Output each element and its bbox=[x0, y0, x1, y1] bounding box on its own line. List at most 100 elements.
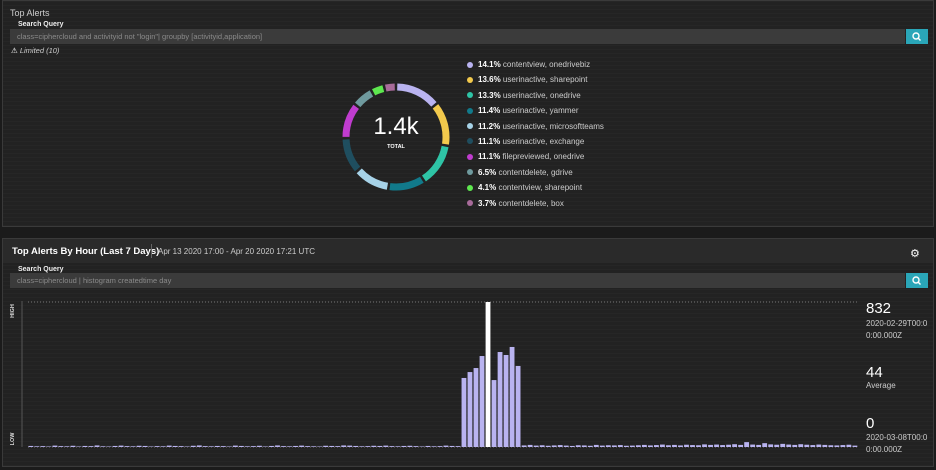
legend-swatch bbox=[467, 107, 473, 114]
bar bbox=[172, 445, 178, 447]
donut-segment bbox=[397, 83, 437, 107]
bar bbox=[635, 445, 641, 447]
bar bbox=[257, 445, 262, 447]
bar bbox=[425, 445, 431, 447]
bar bbox=[714, 444, 719, 447]
bar bbox=[768, 444, 774, 447]
bar bbox=[533, 445, 539, 447]
settings-icon[interactable]: ⚙ bbox=[910, 248, 920, 260]
low-label: LOW bbox=[10, 432, 16, 446]
bar bbox=[485, 302, 491, 447]
bar bbox=[593, 444, 599, 447]
legend-percent: 11.1% bbox=[478, 152, 501, 162]
bar bbox=[569, 445, 575, 447]
legend-label: contentdelete, box bbox=[498, 198, 564, 208]
donut-segment bbox=[372, 85, 385, 96]
bar bbox=[347, 445, 353, 447]
legend-label: filepreviewed, onedrive bbox=[502, 152, 585, 162]
bar bbox=[479, 356, 485, 447]
bar bbox=[46, 446, 52, 447]
legend-label: contentdelete, gdrive bbox=[498, 167, 573, 177]
bar bbox=[28, 445, 34, 447]
bar bbox=[443, 445, 449, 447]
legend-swatch bbox=[467, 184, 473, 191]
donut-total: 1.4k bbox=[373, 113, 419, 140]
bar bbox=[263, 446, 268, 447]
bar bbox=[473, 368, 479, 447]
bar bbox=[214, 445, 220, 447]
bar bbox=[329, 445, 335, 447]
bar bbox=[106, 446, 112, 447]
bar bbox=[413, 446, 419, 447]
bar bbox=[220, 446, 226, 447]
bar bbox=[822, 444, 828, 447]
legend-label: userinactive, onedrive bbox=[502, 90, 581, 100]
legend-label: userinactive, sharepoint bbox=[502, 75, 588, 85]
legend-label: userinactive, yammer bbox=[502, 106, 579, 116]
search-label: Search Query bbox=[18, 21, 64, 28]
search-button[interactable] bbox=[906, 29, 928, 44]
bar bbox=[521, 445, 527, 447]
bar bbox=[738, 444, 744, 447]
bar bbox=[545, 445, 551, 447]
bar bbox=[281, 446, 286, 447]
legend-percent: 3.7% bbox=[478, 198, 497, 208]
bar bbox=[732, 444, 738, 447]
bar bbox=[142, 445, 148, 447]
bar bbox=[239, 445, 244, 447]
bar bbox=[587, 445, 593, 447]
search-button[interactable] bbox=[906, 273, 928, 288]
legend-item: 11.2% userinactive, microsoftteams bbox=[467, 119, 604, 134]
bar bbox=[275, 445, 280, 447]
legend-percent: 11.4% bbox=[478, 106, 501, 116]
bar bbox=[780, 443, 786, 447]
search-input[interactable]: class=ciphercloud and activityid not "lo… bbox=[10, 29, 905, 44]
legend-swatch bbox=[467, 169, 473, 176]
bar bbox=[341, 445, 347, 447]
bar bbox=[666, 445, 671, 447]
bar bbox=[449, 445, 455, 447]
bar bbox=[557, 445, 563, 447]
bar bbox=[623, 445, 629, 447]
legend-percent: 6.5% bbox=[478, 167, 497, 177]
bar bbox=[611, 445, 617, 447]
high-label: HIGH bbox=[10, 304, 16, 318]
bar bbox=[539, 445, 545, 447]
bar bbox=[305, 446, 310, 447]
bar bbox=[299, 445, 304, 447]
bar bbox=[551, 445, 557, 447]
legend-percent: 14.1% bbox=[478, 60, 501, 69]
search-input[interactable]: class=ciphercloud | histogram createdtim… bbox=[10, 273, 905, 288]
bar bbox=[678, 445, 683, 447]
legend-item: 11.4% userinactive, yammer bbox=[467, 103, 604, 118]
bar bbox=[605, 445, 611, 447]
donut-segment bbox=[342, 104, 360, 138]
bar bbox=[419, 446, 425, 447]
bar bbox=[287, 446, 292, 447]
legend-item: 13.3% userinactive, onedrive bbox=[467, 88, 604, 103]
avg-value: 44 bbox=[866, 364, 883, 381]
legend-percent: 4.1% bbox=[478, 183, 497, 193]
bar bbox=[166, 445, 172, 447]
limited-note: ⚠ Limited (10) bbox=[11, 46, 59, 55]
bar bbox=[491, 380, 497, 447]
bar bbox=[112, 445, 118, 447]
bar bbox=[660, 444, 665, 447]
bar bbox=[804, 444, 810, 447]
bar bbox=[76, 446, 82, 447]
bar bbox=[130, 446, 136, 447]
donut-segment bbox=[432, 104, 450, 145]
bar bbox=[202, 446, 208, 447]
bar bbox=[708, 444, 713, 447]
bar bbox=[395, 446, 401, 447]
bar bbox=[798, 444, 804, 447]
bar bbox=[94, 445, 100, 447]
legend-item: 13.6% userinactive, sharepoint bbox=[467, 72, 604, 87]
bar bbox=[269, 445, 274, 447]
warning-icon: ⚠ bbox=[11, 46, 18, 55]
donut-segment bbox=[421, 145, 449, 182]
bar bbox=[563, 445, 569, 447]
bar bbox=[359, 446, 365, 447]
bar bbox=[82, 445, 88, 447]
bar bbox=[684, 444, 689, 447]
